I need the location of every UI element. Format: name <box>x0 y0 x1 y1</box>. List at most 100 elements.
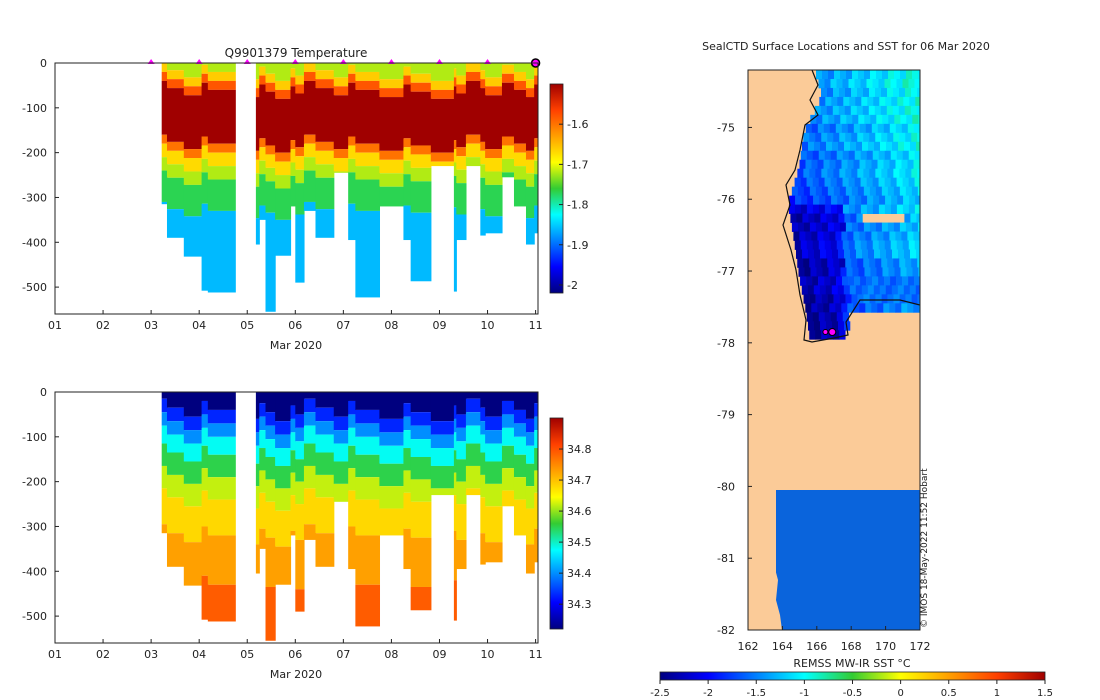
salinity-cell <box>485 416 503 431</box>
sst-cell <box>919 123 920 134</box>
salinity-cell <box>315 533 335 567</box>
sst-cell <box>853 159 860 170</box>
temperature-cell <box>501 64 515 74</box>
sst-cell <box>823 159 830 170</box>
sst-cell <box>881 132 888 143</box>
temperature-cell <box>295 63 305 76</box>
sst-cell <box>838 141 845 152</box>
temperature-cell <box>379 186 405 207</box>
sst-cell <box>800 177 807 188</box>
sst-cell <box>827 168 834 179</box>
salinity-cell <box>259 416 267 431</box>
salinity-cell <box>513 477 527 500</box>
temperature-cell <box>295 75 305 85</box>
sst-cell <box>891 96 898 107</box>
salinity-cell <box>201 490 209 527</box>
sst-cell <box>848 78 855 89</box>
sst-cell <box>866 276 873 286</box>
sst-cell <box>830 150 838 161</box>
temperature-cell <box>453 63 457 69</box>
sst-colorbar-label: 0 <box>897 688 903 699</box>
sst-cell <box>893 168 900 179</box>
salinity-cell <box>315 474 335 498</box>
temperature-cell <box>410 82 432 92</box>
sst-cell <box>794 177 801 188</box>
temperature-cell <box>183 171 203 185</box>
sst-cell <box>822 267 829 277</box>
sst-cell <box>913 231 920 241</box>
salinity-cell <box>379 445 405 464</box>
sst-cell <box>848 276 855 286</box>
sst-cell <box>916 249 920 259</box>
salinity-cell <box>513 409 527 424</box>
salinity-cell <box>465 465 481 489</box>
sst-cell <box>841 303 848 313</box>
sst-cell <box>857 186 865 197</box>
sst-cell <box>799 159 806 170</box>
temperature-cell <box>485 216 503 234</box>
sst-cell <box>854 78 861 89</box>
temperature-cell <box>403 160 412 175</box>
temperature-cell <box>410 167 432 182</box>
sst-cell <box>861 195 868 206</box>
sst-cell <box>803 132 810 143</box>
sst-cell <box>837 195 844 206</box>
salinity-cell <box>379 432 405 446</box>
temperature-cell <box>183 149 203 159</box>
salinity-cell <box>265 456 276 480</box>
temperature-cell <box>525 159 535 174</box>
salinity-cell <box>485 392 503 417</box>
sst-cell <box>883 123 891 134</box>
sst-cell <box>899 294 906 304</box>
sst-cell <box>893 132 900 143</box>
sst-cell <box>815 222 823 232</box>
sst-cell <box>804 267 811 277</box>
sst-cell <box>869 168 876 179</box>
salinity-cell <box>290 530 296 536</box>
salinity-cell <box>525 392 535 419</box>
sst-cell <box>806 276 813 286</box>
salinity-cell <box>333 461 349 484</box>
sst-cell <box>823 303 830 313</box>
sst-cell <box>875 294 882 304</box>
salinity-cell <box>259 430 267 449</box>
sst-cell <box>821 222 829 232</box>
sst-cell <box>811 303 818 313</box>
temperature-cell <box>480 88 486 142</box>
temperature-cell <box>513 166 527 180</box>
sst-cell <box>866 150 874 161</box>
temperature-cell <box>315 63 335 71</box>
sst-cell <box>893 222 901 232</box>
sst-cell <box>900 267 907 277</box>
sst-cell <box>788 204 796 214</box>
temperature-cell <box>303 143 317 158</box>
temperature-cell <box>333 63 349 78</box>
salinity-cell <box>275 434 292 449</box>
temperature-cell <box>275 161 292 176</box>
sst-cell <box>803 168 810 179</box>
sst-cell <box>840 114 847 125</box>
salinity-cell <box>201 400 209 415</box>
sst-cell <box>886 141 893 152</box>
map-xtick-label: 164 <box>772 640 793 653</box>
temperature-xtick-label: 10 <box>481 319 495 332</box>
sst-cell <box>895 159 902 170</box>
temperature-cell <box>485 86 503 96</box>
salinity-cell <box>255 486 260 509</box>
temperature-cell <box>410 145 432 155</box>
sst-cell <box>836 240 844 250</box>
map-y-ticks: -75 -76 -77 -78 -79 -80 -81 -82 <box>717 121 752 637</box>
sst-cell <box>879 285 887 295</box>
salinity-cell <box>355 436 381 455</box>
temperature-cell <box>465 143 481 158</box>
salinity-cell <box>290 472 296 496</box>
sst-cell <box>901 231 908 241</box>
sst-cell <box>862 141 869 152</box>
temperature-cell <box>303 157 317 171</box>
sst-cell <box>905 294 912 304</box>
temperature-cell <box>207 89 236 144</box>
temperature-cell <box>166 177 185 210</box>
salinity-cell <box>513 436 527 455</box>
salinity-cell <box>207 584 236 622</box>
temperature-cell <box>355 80 381 90</box>
